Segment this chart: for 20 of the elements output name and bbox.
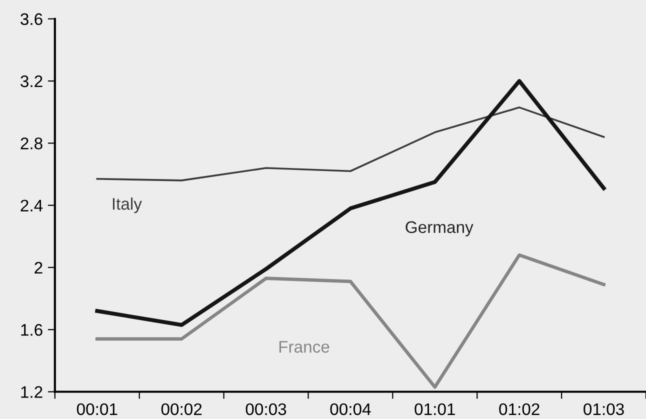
text: France (279, 341, 330, 353)
series-label: Italy (112, 198, 142, 214)
y-tick-label: 3.2 (20, 75, 42, 88)
series-label: Germany (406, 221, 474, 236)
x-tick-label: 01:02 (499, 403, 540, 416)
line-series (96, 106, 605, 182)
y-tick-label: 2.4 (20, 200, 43, 212)
x-tick-label: 01:03 (584, 403, 624, 416)
x-tick-label: 00:02 (161, 403, 202, 416)
line-series (95, 79, 606, 327)
y-tick-label: 2 (34, 262, 42, 274)
line-series (95, 253, 606, 389)
y-tick-label: 1.6 (21, 324, 42, 336)
x-tick-label: 00:01 (76, 403, 118, 416)
y-tick-label: 2.8 (20, 138, 42, 150)
y-tick-label: 3.6 (20, 13, 42, 26)
x-tick-label: 01:01 (414, 403, 455, 416)
x-tick-label: 00:04 (330, 403, 371, 416)
x-tick-label: 00:03 (246, 403, 286, 416)
y-tick-label: 1.2 (21, 386, 42, 398)
